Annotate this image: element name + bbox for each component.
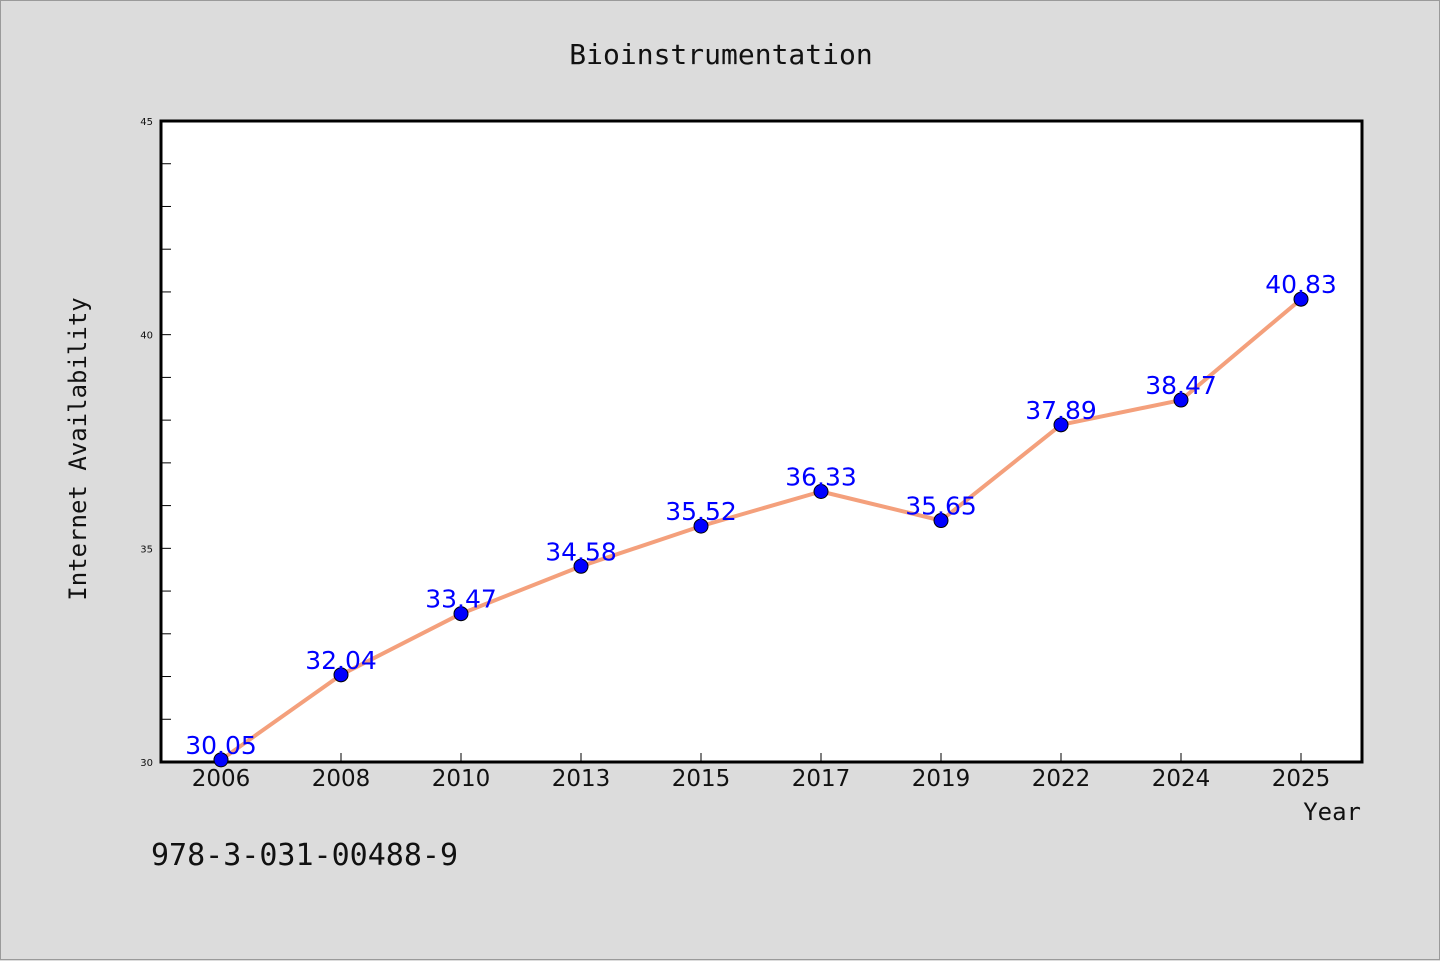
- data-label: 30.05: [185, 731, 257, 760]
- data-point: [213, 752, 229, 768]
- data-point: [333, 667, 349, 683]
- x-tick-label: 2024: [1152, 766, 1211, 792]
- data-label: 34.58: [545, 537, 617, 566]
- data-point: [813, 483, 829, 499]
- plot-area: [159, 119, 1364, 764]
- x-tick-label: 2008: [312, 766, 371, 792]
- x-tick-label: 2022: [1032, 766, 1091, 792]
- data-label: 37.89: [1025, 396, 1097, 425]
- series-line: [219, 297, 1303, 762]
- data-label: 40.83: [1265, 270, 1337, 299]
- data-label: 35.65: [905, 492, 977, 521]
- x-tick-label: 2015: [672, 766, 731, 792]
- y-minor-ticks: [161, 120, 171, 763]
- data-label: 33.47: [425, 585, 497, 614]
- x-tick-label: 2019: [912, 766, 971, 792]
- isbn-text: 978-3-031-00488-9: [151, 838, 458, 873]
- x-tick-label: 2013: [552, 766, 611, 792]
- x-axis-ticks: 2006 2008 2010 2013 2015 2017 2019 2022 2024 2025: [192, 753, 1331, 792]
- y-tick-label: 35: [140, 544, 153, 555]
- data-label: 38.47: [1145, 371, 1217, 400]
- data-point: [1053, 417, 1069, 433]
- y-tick-label: 30: [140, 758, 153, 769]
- data-label: 36.33: [785, 462, 857, 491]
- chart-title: Bioinstrumentation: [569, 38, 872, 71]
- data-point: [1173, 392, 1189, 408]
- series-line-group: [213, 291, 1309, 768]
- data-point: [573, 558, 589, 574]
- x-tick-label: 2010: [432, 766, 491, 792]
- data-labels: 30.05 32.04 33.47 34.58 35.52 36.33 35.65 37.89…: [185, 270, 1337, 760]
- data-label: 35.52: [665, 497, 737, 526]
- data-point: [453, 606, 469, 622]
- x-axis-label: Year: [1303, 798, 1361, 826]
- y-tick-label: 40: [140, 331, 153, 342]
- y-tick-label: 45: [140, 117, 153, 128]
- x-tick-label: 2017: [792, 766, 851, 792]
- x-tick-label: 2025: [1272, 766, 1331, 792]
- x-tick-label: 2006: [192, 766, 251, 792]
- data-label: 32.04: [305, 646, 377, 675]
- y-axis-ticks: 30 35 40 45: [140, 117, 153, 769]
- data-point: [933, 513, 949, 529]
- data-point: [693, 518, 709, 534]
- data-point: [1293, 291, 1309, 307]
- y-axis-label: Internet Availability: [64, 297, 92, 600]
